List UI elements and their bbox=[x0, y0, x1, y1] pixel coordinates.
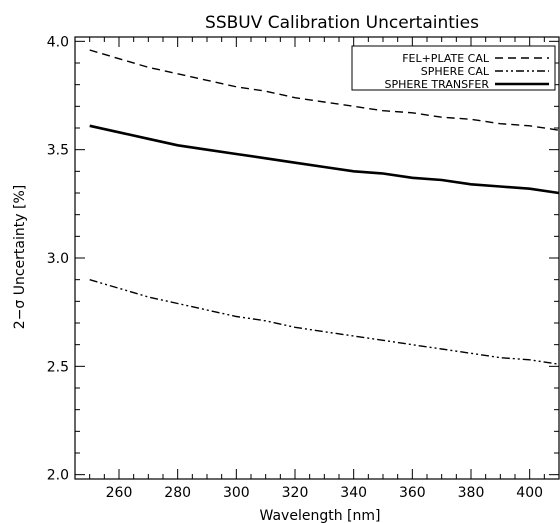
series-line-fel-plate-cal bbox=[89, 49, 560, 131]
axis-ticks: 260 280 300 320 340 360 380 400 2.0 2.5 3.0 3.5 4.0 bbox=[47, 34, 560, 501]
y-tick-label: 2.5 bbox=[47, 359, 69, 375]
y-tick-label: 3.0 bbox=[47, 251, 69, 267]
x-tick-label: 320 bbox=[282, 485, 309, 501]
x-axis-label: Wavelength [nm] bbox=[260, 508, 381, 523]
x-tick-label: 300 bbox=[223, 485, 250, 501]
plot-frame bbox=[74, 36, 560, 480]
series-layer bbox=[89, 49, 560, 365]
plot-area bbox=[74, 36, 560, 480]
x-tick-label: 360 bbox=[399, 485, 426, 501]
chart-title: SSBUV Calibration Uncertainties bbox=[205, 13, 479, 33]
y-tick-label: 3.5 bbox=[47, 143, 69, 159]
y-tick-label: 2.0 bbox=[47, 468, 69, 484]
x-tick-label: 280 bbox=[164, 485, 191, 501]
x-tick-label: 380 bbox=[458, 485, 485, 501]
series-line-sphere-transfer bbox=[89, 124, 560, 195]
legend-label: SPHERE TRANSFER bbox=[385, 78, 490, 91]
x-tick-label: 260 bbox=[106, 485, 133, 501]
y-tick-label: 4.0 bbox=[47, 34, 69, 50]
legend-box bbox=[351, 45, 556, 91]
x-tick-label: 340 bbox=[340, 485, 367, 501]
x-tick-label: 400 bbox=[516, 485, 543, 501]
legend-label: FEL+PLATE CAL bbox=[402, 52, 490, 65]
legend-label: SPHERE CAL bbox=[421, 65, 490, 78]
y-axis-label: 2−σ Uncertainty [%] bbox=[12, 185, 28, 329]
series-line-sphere-cal bbox=[89, 279, 560, 365]
